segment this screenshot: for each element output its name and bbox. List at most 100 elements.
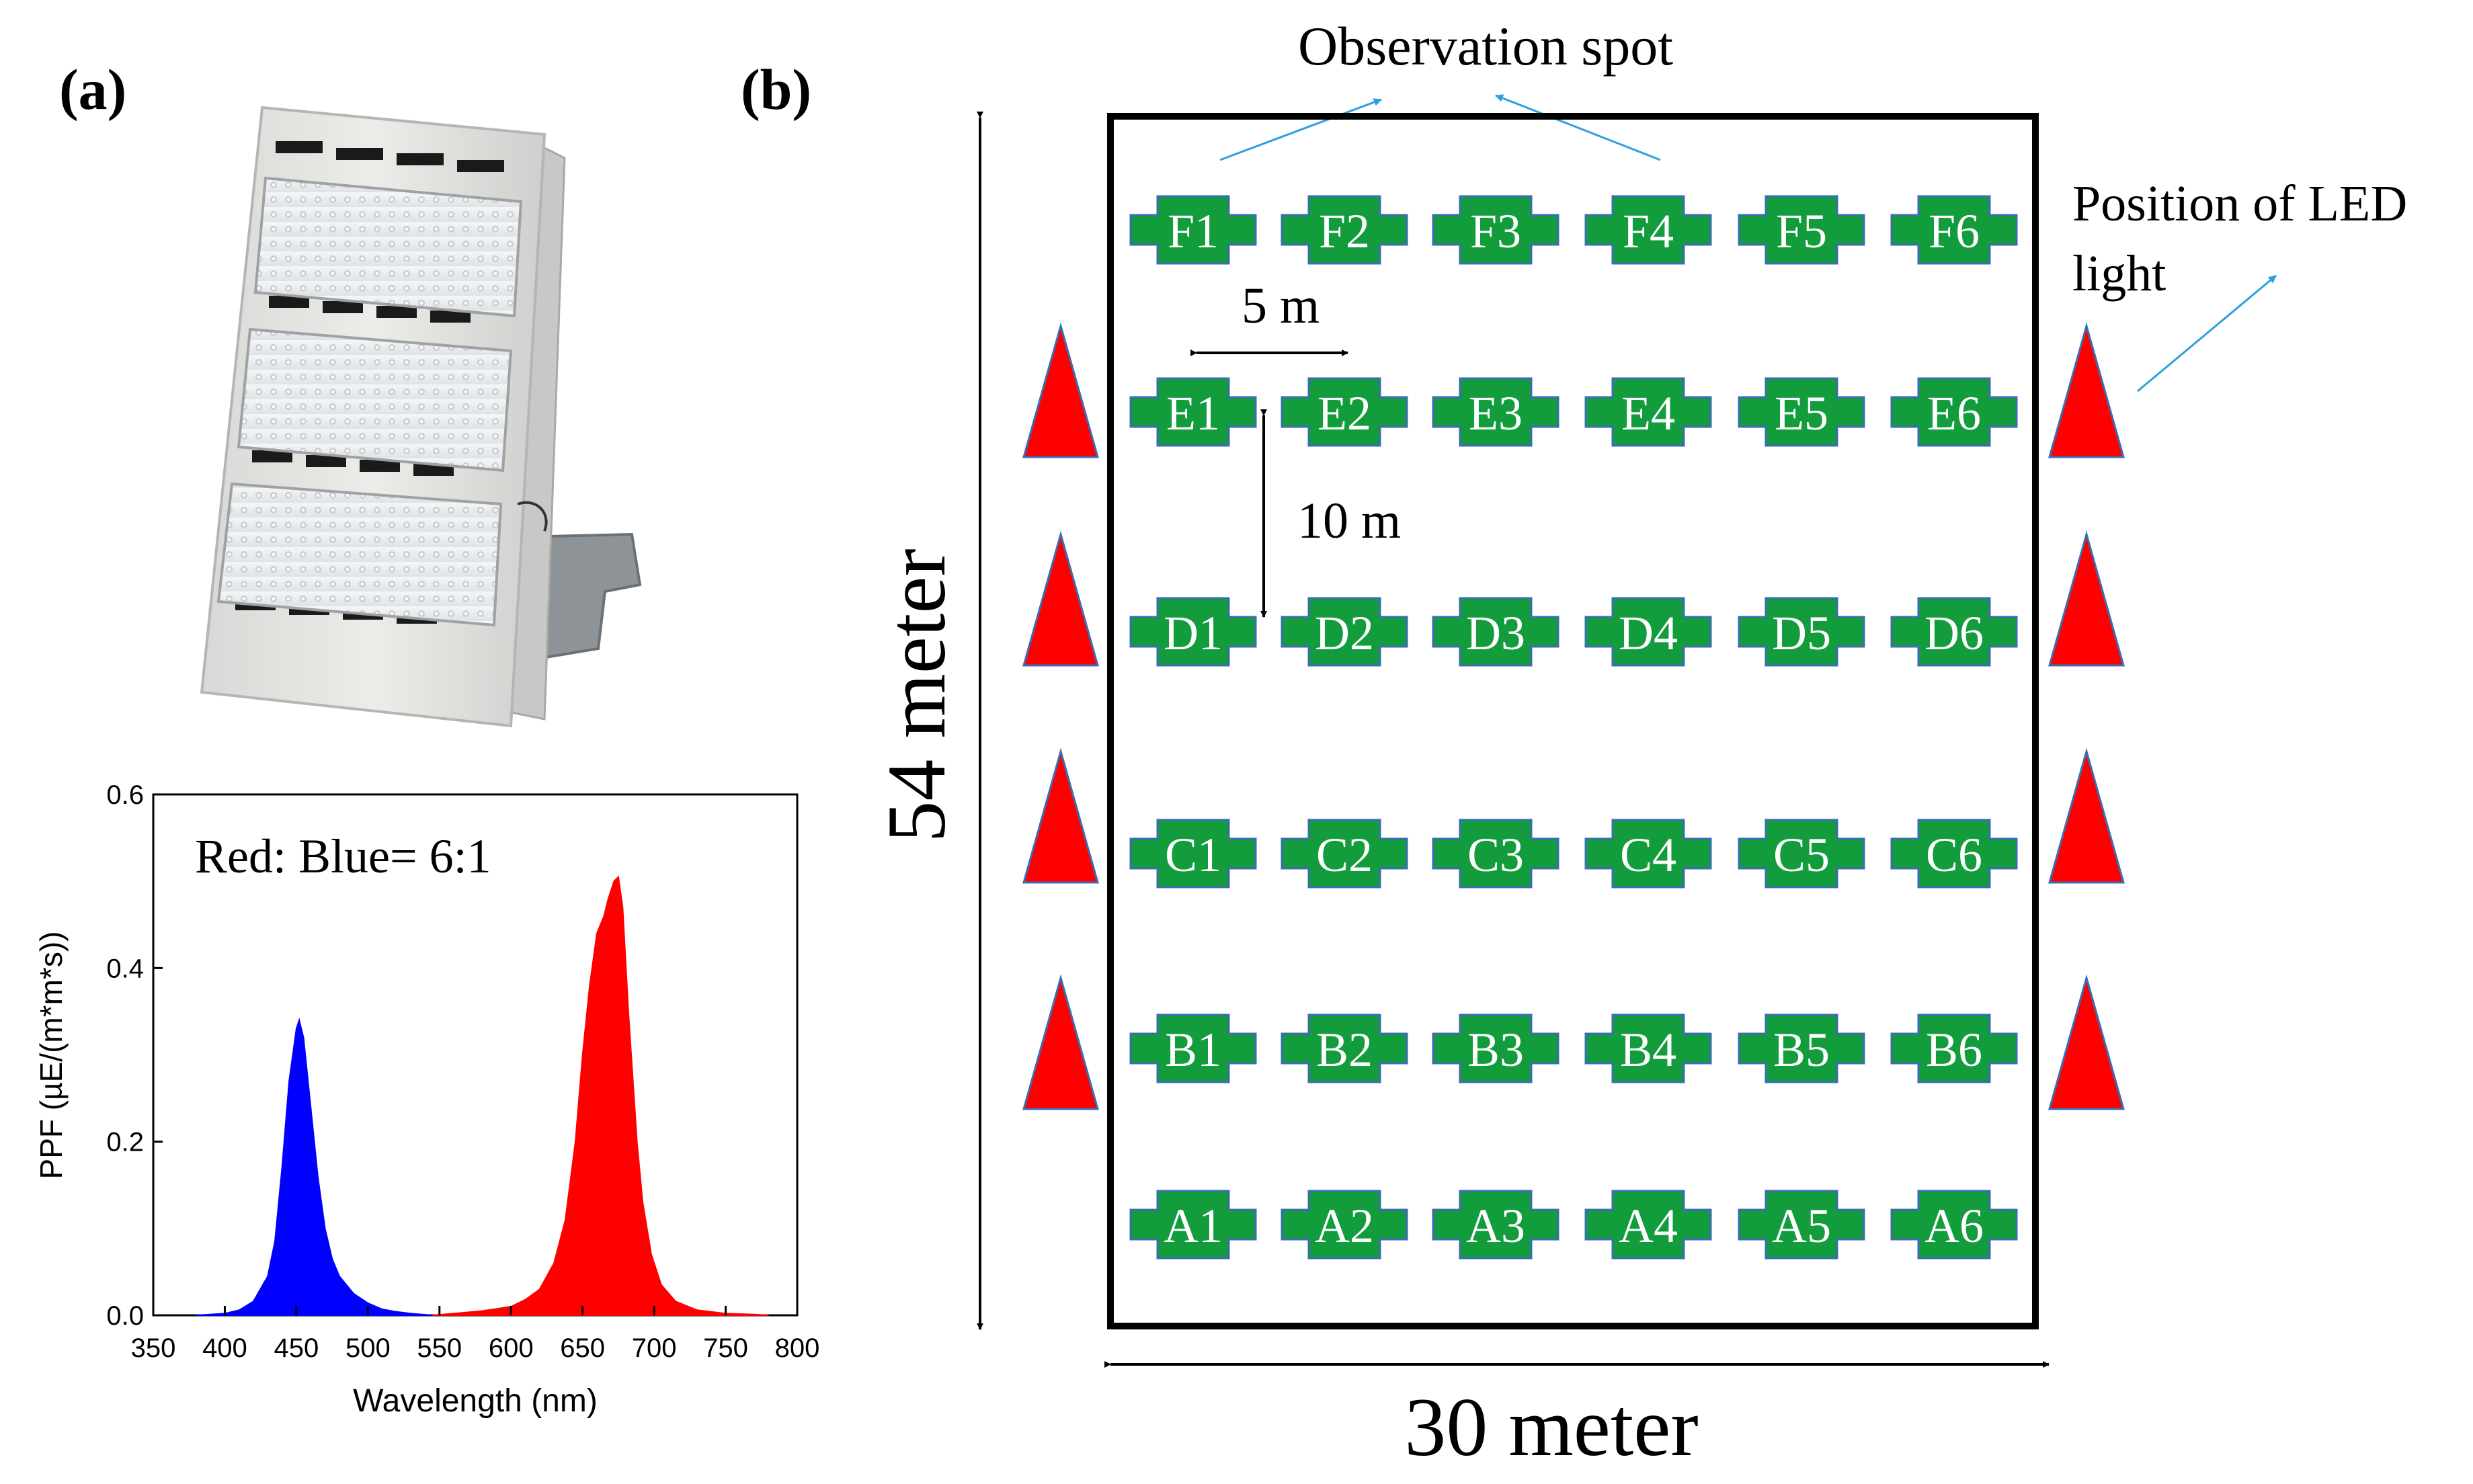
plot-f2: F2 [1281, 195, 1408, 265]
spectrum-series-red [432, 875, 769, 1316]
plot-e5: E5 [1738, 377, 1865, 447]
led-positions [1022, 322, 2125, 1110]
plot-c2: C2 [1281, 819, 1408, 889]
led-position-label-line2: light [2072, 245, 2166, 302]
plot-label: D4 [1619, 606, 1678, 660]
plot-c3: C3 [1432, 819, 1559, 889]
plot-shape [1281, 195, 1408, 265]
plot-shape [1738, 819, 1865, 889]
led-triangle-right-3 [2048, 747, 2125, 884]
plot-label: A3 [1466, 1199, 1525, 1253]
x-tick-label: 650 [560, 1333, 605, 1363]
plot-shape [1129, 819, 1257, 889]
plot-c1: C1 [1129, 819, 1257, 889]
led-position-label-line1: Position of LED [2072, 175, 2407, 232]
x-tick-label: 550 [417, 1333, 462, 1363]
chart-annotation: Red: Blue= 6:1 [195, 829, 491, 883]
y-tick-label: 0.6 [106, 780, 144, 810]
plot-shape [1584, 1014, 1712, 1083]
x-tick-label: 600 [489, 1333, 534, 1363]
height-dimension-label: 54 meter [870, 548, 963, 842]
plot-shape [1890, 1190, 2018, 1260]
plot-b6: B6 [1890, 1014, 2018, 1083]
plot-label: F3 [1470, 204, 1521, 258]
plot-shape [1890, 195, 2018, 265]
plot-a3: A3 [1432, 1190, 1559, 1260]
plot-label: A1 [1164, 1199, 1223, 1253]
x-tick-label: 400 [202, 1333, 247, 1363]
plot-b2: B2 [1281, 1014, 1408, 1083]
plot-c5: C5 [1738, 819, 1865, 889]
plot-label: F6 [1929, 204, 1980, 258]
plot-shape [1432, 597, 1559, 667]
plot-shape [1584, 195, 1712, 265]
plot-b3: B3 [1432, 1014, 1559, 1083]
plot-a5: A5 [1738, 1190, 1865, 1260]
plot-shape [1738, 195, 1865, 265]
plot-shape [1432, 819, 1559, 889]
plot-label: C5 [1773, 828, 1830, 882]
spectrum-series-blue [196, 1018, 433, 1316]
x-tick-label: 450 [274, 1333, 319, 1363]
plot-label: B1 [1165, 1023, 1221, 1077]
plot-d1: D1 [1129, 597, 1257, 667]
x-tick-label: 500 [346, 1333, 391, 1363]
plot-label: D6 [1924, 606, 1984, 660]
plot-f5: F5 [1738, 195, 1865, 265]
x-tick-label: 750 [703, 1333, 748, 1363]
plot-c4: C4 [1584, 819, 1712, 889]
plot-label: C3 [1467, 828, 1524, 882]
observation-spot-label: Observation spot [1298, 15, 1673, 77]
y-tick-label: 0.2 [106, 1128, 144, 1157]
led-position-arrow [2137, 274, 2277, 393]
plot-shape [1129, 195, 1257, 265]
led-triangle-left-3 [1022, 747, 1099, 884]
spectrum-chart: 350 400 450 500 550 600 650 700 750 800 0.0 0.2 0.4 0… [34, 780, 819, 1419]
plot-shape [1281, 819, 1408, 889]
y-tick-label: 0.4 [106, 954, 144, 983]
plot-label: C6 [1926, 828, 1982, 882]
plot-shape [1432, 377, 1559, 447]
plot-shape [1281, 1014, 1408, 1083]
plot-label: B4 [1620, 1023, 1676, 1077]
plot-shape [1584, 1190, 1712, 1260]
plot-label: E5 [1775, 386, 1828, 440]
plot-label: C2 [1316, 828, 1373, 882]
plot-shape [1584, 597, 1712, 667]
plot-shape [1129, 597, 1257, 667]
plot-shape [1432, 1014, 1559, 1083]
plot-f1: F1 [1129, 195, 1257, 265]
plot-shape [1738, 597, 1865, 667]
plot-label: D5 [1772, 606, 1831, 660]
plot-label: D2 [1315, 606, 1374, 660]
x-axis-label: Wavelength (nm) [353, 1383, 598, 1419]
plot-shape [1129, 1014, 1257, 1083]
plot-label: F2 [1319, 204, 1370, 258]
plot-grid: F1 F2 F3 F4 F5 F6 E1 E2 E3 E4 E5 E6 D1 D2 D3 D4 D5 D6 C1 C2… [1129, 195, 2018, 1260]
plot-b5: B5 [1738, 1014, 1865, 1083]
plot-label: A6 [1924, 1199, 1984, 1253]
y-tick-label: 0.0 [106, 1301, 144, 1331]
led-triangle-right-4 [2048, 974, 2125, 1110]
plot-label: A2 [1315, 1199, 1374, 1253]
plot-shape [1738, 1014, 1865, 1083]
field-boundary [1107, 113, 2039, 1329]
plot-e3: E3 [1432, 377, 1559, 447]
plot-shape [1890, 1014, 2018, 1083]
width-dimension-label: 30 meter [1404, 1381, 1698, 1473]
plot-label: E2 [1317, 386, 1371, 440]
plot-e6: E6 [1890, 377, 2018, 447]
plot-shape [1281, 597, 1408, 667]
observation-arrow-right [1495, 94, 1661, 161]
panel-a-label: (a) [59, 57, 126, 122]
spacing-10m-label: 10 m [1297, 493, 1401, 549]
plot-label: F4 [1623, 204, 1674, 258]
plot-shape [1890, 597, 2018, 667]
plot-label: F5 [1776, 204, 1827, 258]
plot-d2: D2 [1281, 597, 1408, 667]
plot-label: B5 [1773, 1023, 1830, 1077]
x-tick-label: 350 [131, 1333, 176, 1363]
plot-d4: D4 [1584, 597, 1712, 667]
observation-arrow-left [1219, 98, 1382, 161]
